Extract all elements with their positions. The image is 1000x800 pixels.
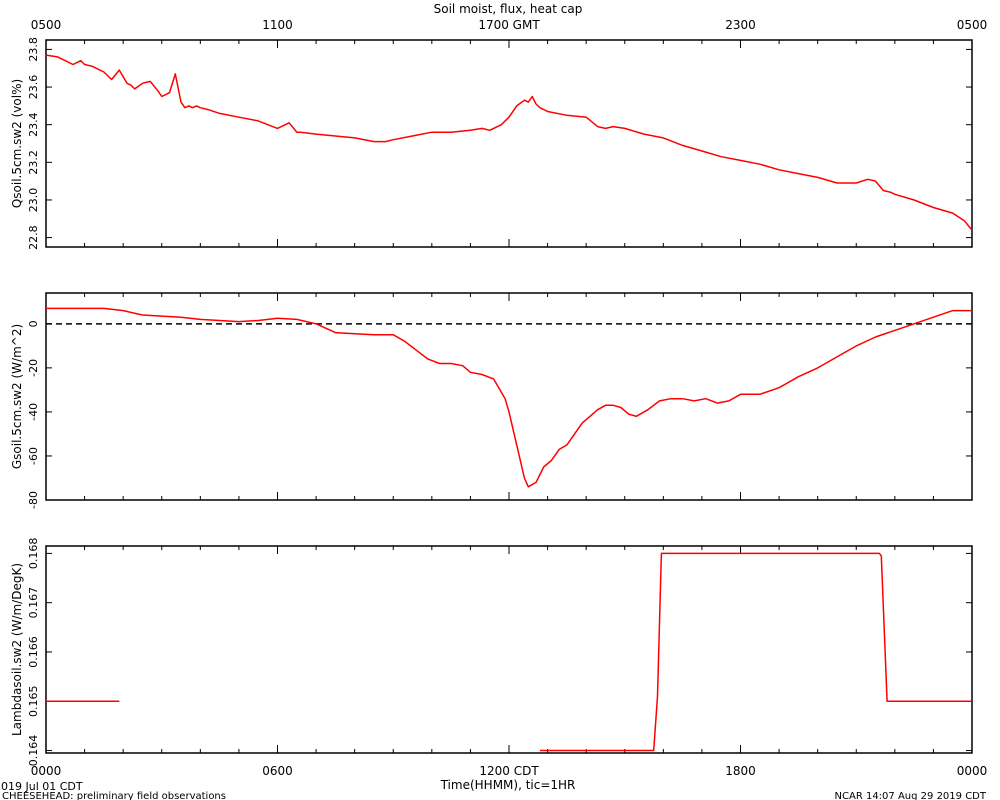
top-tick-label: 0500 [31,18,62,32]
chart-title: Soil moist, flux, heat cap [434,2,583,16]
y-tick-label: -40 [27,403,40,421]
y-tick-label: -80 [27,491,40,509]
top-tick-label: 0500 [957,18,988,32]
bottom-tick-label: 1800 [725,764,756,778]
y-tick-label: 0 [27,320,40,327]
y-tick-label: 23.0 [27,188,40,213]
footer-date: 2019 Jul 01 CDT [0,780,83,793]
footer-credit: NCAR 14:07 Aug 29 2019 CDT [835,791,987,800]
y-tick-label: 0.166 [27,636,40,668]
y-tick-label: -60 [27,447,40,465]
y-tick-label: -20 [27,359,40,377]
y-axis-label-2: Gsoil.5cm.sw2 (W/m^2) [10,324,24,469]
x-axis-label: Time(HHMM), tic=1HR [440,778,576,792]
y-tick-label: 23.4 [27,112,40,137]
y-tick-label: 0.164 [27,735,40,767]
y-tick-label: 0.167 [27,587,40,619]
y-axis-label-1: Qsoil.5cm.sw2 (vol%) [10,79,24,208]
series-line-1 [45,54,973,231]
series-line-3 [539,552,972,752]
y-tick-label: 22.8 [27,225,40,250]
bottom-tick-label: 0000 [31,764,62,778]
top-tick-label: 2300 [725,18,756,32]
bottom-tick-label: 1200 CDT [479,764,539,778]
top-tick-label: 1700 GMT [478,18,540,32]
y-tick-label: 23.6 [27,75,40,100]
panels-group: 22.8 23.0 23.2 23.4 23.6 23.8 Qsoil.5cm.sw2 (v… [10,18,987,778]
y-axis-label-3: Lambdasoil.sw2 (W/m/DegK) [10,563,24,736]
footer-project: CHEESEHEAD: preliminary field observatio… [2,791,226,800]
y-tick-label: 23.8 [27,37,40,62]
panel-frame-1 [45,39,973,248]
panel-frame-3 [45,545,973,754]
bottom-tick-label: 0600 [262,764,293,778]
y-tick-label: 0.168 [27,538,40,570]
bottom-tick-label: 0000 [957,764,988,778]
y-tick-label: 23.2 [27,150,40,175]
top-tick-label: 1100 [262,18,293,32]
series-line-2 [46,307,972,488]
y-tick-label: 0.165 [27,686,40,718]
